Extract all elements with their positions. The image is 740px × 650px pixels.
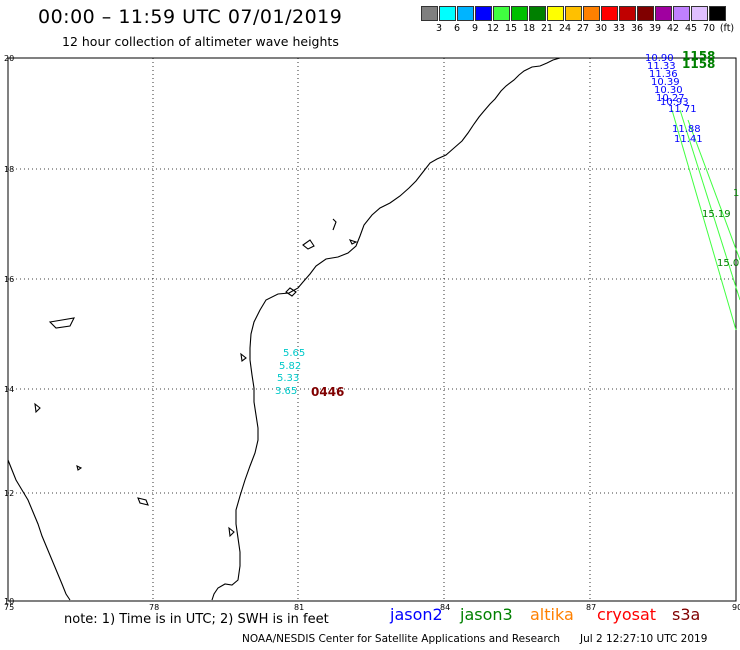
- latitude-label: 14: [4, 385, 14, 394]
- island-9: [348, 239, 358, 245]
- colorscale-swatch: [601, 6, 618, 21]
- colorscale-unit: (ft): [719, 23, 735, 34]
- footnote: note: 1) Time is in UTC; 2) SWH is in fe…: [64, 612, 329, 627]
- wave-height-label: 5.33: [277, 373, 299, 384]
- island-6: [34, 402, 41, 414]
- wave-height-label: 10.27: [656, 93, 685, 104]
- island-4: [48, 317, 75, 329]
- wave-height-label: 5.65: [283, 348, 305, 359]
- wave-height-label: 10.39: [651, 77, 680, 88]
- colorscale-swatch: [421, 6, 438, 21]
- latitude-label: 20: [4, 54, 14, 63]
- colorscale-swatch: [655, 6, 672, 21]
- colorscale-tick: 39: [648, 23, 662, 34]
- chart-title: 00:00 – 11:59 UTC 07/01/2019: [38, 6, 343, 28]
- island-8: [228, 526, 235, 538]
- longitude-label: 75: [4, 603, 14, 612]
- colorscale-tick: 36: [630, 23, 644, 34]
- jason3-track-line: [671, 109, 737, 331]
- colorscale-swatch: [691, 6, 708, 21]
- colorscale-swatch: [619, 6, 636, 21]
- wave-height-label: 1: [733, 188, 739, 199]
- wave-height-label: 11.33: [647, 61, 676, 72]
- longitude-label: 84: [440, 603, 450, 612]
- latitude-label: 16: [4, 275, 14, 284]
- colorscale-swatch: [475, 6, 492, 21]
- colorscale-tick: 30: [594, 23, 608, 34]
- colorscale-tick: 70: [702, 23, 716, 34]
- colorscale-tick: 6: [453, 23, 461, 34]
- colorscale-swatch: [583, 6, 600, 21]
- wave-height-label: 10.90: [645, 53, 674, 64]
- colorscale-swatch: [439, 6, 456, 21]
- colorscale-swatch: [493, 6, 510, 21]
- legend-item-jason3: jason3: [460, 605, 513, 624]
- colorscale-swatch: [565, 6, 582, 21]
- credit-line: NOAA/NESDIS Center for Satellite Applica…: [242, 633, 560, 645]
- colorscale-tick: 42: [666, 23, 680, 34]
- colorscale-swatch: [673, 6, 690, 21]
- colorscale-tick: 9: [471, 23, 479, 34]
- legend-item-altika: altika: [530, 605, 574, 624]
- colorscale-swatch: [709, 6, 726, 21]
- island-1: [285, 287, 297, 297]
- coastline-mainland: [211, 57, 561, 601]
- wave-height-label: 5.82: [279, 361, 301, 372]
- lat-lon-grid: [8, 58, 736, 601]
- wave-height-label: 11.71: [668, 104, 697, 115]
- latitude-label: 12: [4, 489, 14, 498]
- colorscale-tick: 21: [540, 23, 554, 34]
- legend-item-s3a: s3a: [672, 605, 701, 624]
- coastline-sri-lanka: [7, 459, 71, 601]
- wave-height-readings: 5.65 5.825.33 3.65 0446 10.9011.3311.3610.39…: [275, 49, 739, 399]
- wave-height-label: 11.41: [674, 134, 703, 145]
- colorscale-tick: 27: [576, 23, 590, 34]
- colorscale-swatch: [511, 6, 528, 21]
- wave-height-label: 15.0: [717, 258, 739, 269]
- colorscale-swatch: [529, 6, 546, 21]
- colorscale-tick: 45: [684, 23, 698, 34]
- colorscale-swatch: [637, 6, 654, 21]
- colorscale-tick: 18: [522, 23, 536, 34]
- island-2: [302, 239, 315, 250]
- longitude-labels: 75 78 81 84 87 90: [4, 603, 740, 612]
- colorscale-tick: 33: [612, 23, 626, 34]
- wave-height-label: 11.36: [649, 69, 678, 80]
- longitude-label: 78: [149, 603, 159, 612]
- map-frame: [7, 57, 737, 602]
- wave-height-label: 1158: [682, 57, 715, 71]
- island-5: [137, 497, 149, 506]
- wave-height-label: 11.88: [672, 124, 701, 135]
- latitude-labels: 20 18 16 14 12 10: [4, 54, 14, 606]
- longitude-label: 87: [586, 603, 596, 612]
- chart-subtitle: 12 hour collection of altimeter wave hei…: [62, 34, 339, 49]
- jason3-track: [671, 109, 740, 331]
- colorscale-swatch: [547, 6, 564, 21]
- latitude-label: 10: [4, 597, 14, 606]
- wave-height-label: 15.19: [702, 209, 731, 220]
- latitude-label: 18: [4, 165, 14, 174]
- jason3-track-line-3: [687, 119, 740, 261]
- island-3: [332, 218, 337, 231]
- legend-item-jason2: jason2: [390, 605, 443, 624]
- longitude-label: 90: [732, 603, 740, 612]
- wave-height-label: 10.30: [654, 85, 683, 96]
- jason3-track-line-2: [679, 109, 740, 301]
- colorscale-tick: 24: [558, 23, 572, 34]
- island-10: [76, 464, 83, 471]
- colorscale-tick: 15: [504, 23, 518, 34]
- wave-height-label: 10.93: [660, 97, 689, 108]
- generated-timestamp: Jul 2 12:27:10 UTC 2019: [580, 633, 708, 645]
- coastline: [7, 57, 561, 601]
- wave-height-label: 0446: [311, 385, 344, 399]
- island-7: [240, 352, 247, 362]
- legend-item-cryosat: cryosat: [597, 605, 657, 624]
- wave-height-label: 1158: [682, 49, 715, 63]
- longitude-label: 81: [294, 603, 304, 612]
- colorscale-tick: 3: [435, 23, 443, 34]
- wave-height-label: 3.65: [275, 386, 297, 397]
- colorscale-swatch: [457, 6, 474, 21]
- colorscale-tick: 12: [486, 23, 500, 34]
